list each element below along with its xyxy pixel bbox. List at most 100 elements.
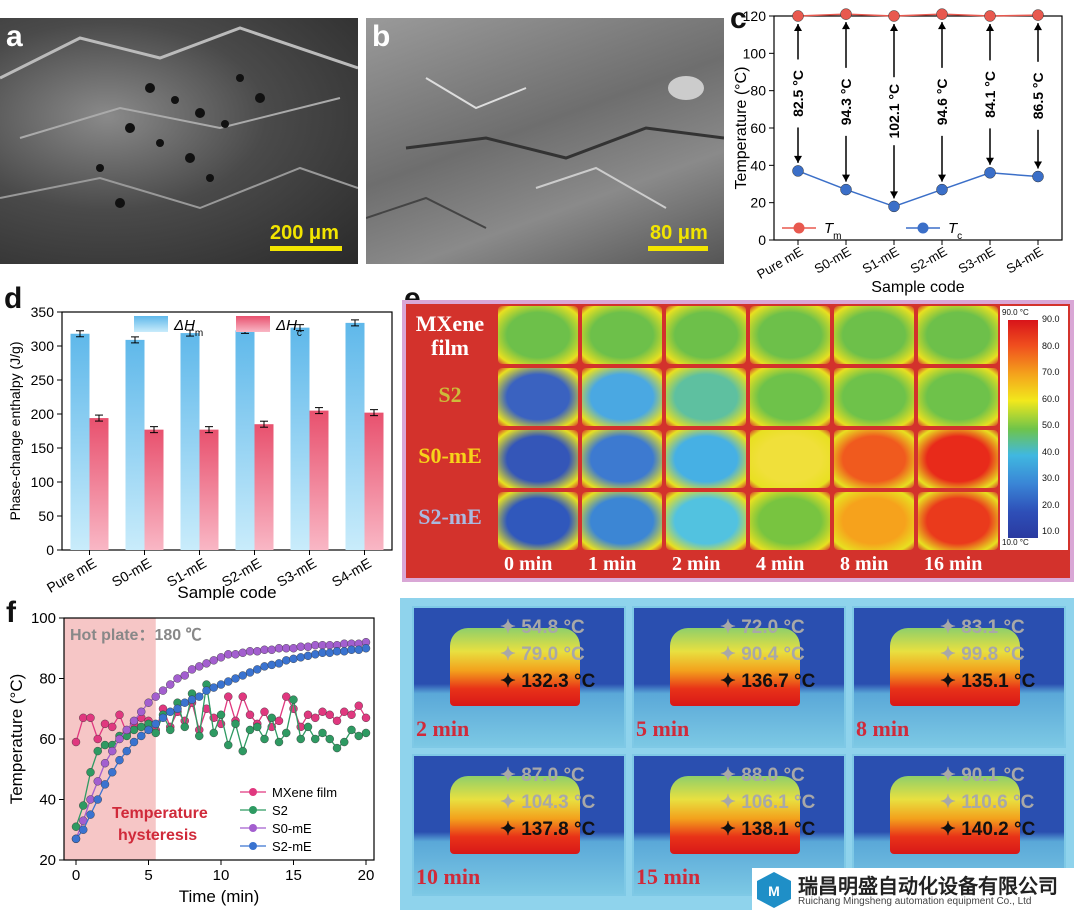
temperature-reading: ✦ 140.2 °C bbox=[940, 819, 1036, 840]
thermal-cell bbox=[918, 368, 998, 426]
data-point bbox=[296, 642, 305, 651]
data-point bbox=[303, 642, 313, 651]
sem-texture-b bbox=[366, 76, 724, 229]
y-axis-label: Phase-change enthalpy (J/g) bbox=[7, 342, 23, 521]
data-point bbox=[100, 719, 110, 729]
thermal-side-cell bbox=[632, 606, 846, 748]
data-point bbox=[93, 746, 102, 756]
data-point bbox=[231, 650, 240, 659]
arrow-head bbox=[842, 22, 850, 30]
colorbar-tick-label: 70.0 bbox=[1042, 367, 1060, 377]
thermal-cell bbox=[666, 368, 746, 426]
thermal-cell bbox=[750, 368, 830, 426]
data-point bbox=[195, 692, 204, 701]
data-point bbox=[253, 665, 262, 674]
data-point bbox=[340, 707, 349, 716]
thermal-cell bbox=[666, 492, 746, 550]
legend-swatch bbox=[134, 316, 168, 332]
data-point bbox=[195, 662, 204, 671]
thermal-time-label: 4 min bbox=[756, 553, 805, 575]
y-tick-label: 250 bbox=[31, 372, 55, 388]
temperature-reading: ✦ 83.1 °C bbox=[940, 617, 1025, 638]
svg-text:M: M bbox=[768, 883, 780, 899]
data-point bbox=[108, 746, 117, 756]
data-point bbox=[253, 647, 262, 656]
temperature-reading: ✦ 79.0 °C bbox=[500, 644, 585, 665]
y-tick-label: 0 bbox=[46, 542, 54, 558]
legend-label: S2 bbox=[272, 803, 288, 818]
colorbar-tick-label: 40.0 bbox=[1042, 446, 1060, 457]
thermal-cell bbox=[918, 492, 998, 550]
data-point bbox=[260, 707, 269, 716]
data-point bbox=[282, 656, 291, 665]
data-point bbox=[361, 728, 371, 738]
data-point bbox=[137, 731, 146, 741]
arrow-head bbox=[890, 191, 898, 199]
bar-ΔHc bbox=[254, 424, 274, 550]
panel-label-f: f bbox=[6, 596, 16, 629]
data-point bbox=[274, 716, 284, 726]
data-point bbox=[289, 644, 298, 653]
delta-annotation: 86.5 °C bbox=[1030, 72, 1046, 119]
delta-annotation: 84.1 °C bbox=[982, 71, 998, 118]
legend-marker bbox=[793, 222, 805, 234]
data-point bbox=[267, 660, 276, 670]
data-point bbox=[303, 722, 313, 732]
data-point bbox=[166, 707, 175, 716]
thermal-side-cell bbox=[852, 606, 1066, 748]
y-axis-label: Temperature (°C) bbox=[733, 67, 750, 190]
data-point bbox=[347, 710, 356, 720]
data-point bbox=[245, 647, 255, 656]
temperature-reading: ✦ 104.3 °C bbox=[500, 792, 596, 813]
data-point bbox=[231, 719, 240, 729]
data-point bbox=[216, 680, 226, 689]
thermal-time-label: 1 min bbox=[588, 553, 637, 575]
panel-label-c: c bbox=[730, 2, 747, 35]
data-point bbox=[129, 716, 139, 726]
thermal-cell bbox=[582, 492, 662, 550]
data-point bbox=[318, 648, 327, 657]
y-tick-label: 100 bbox=[31, 474, 55, 490]
data-point bbox=[224, 740, 233, 750]
annotation-bg bbox=[933, 67, 951, 136]
data-point bbox=[202, 686, 211, 695]
data-point bbox=[1032, 9, 1044, 21]
legend-label-ΔHm: ΔHm bbox=[173, 317, 203, 339]
data-point bbox=[93, 777, 102, 786]
data-point bbox=[137, 722, 146, 732]
x-axis-label: Sample code bbox=[871, 279, 964, 296]
data-point bbox=[318, 641, 327, 650]
data-point bbox=[289, 695, 298, 704]
data-point bbox=[340, 639, 349, 648]
colorbar-tick-label: 80.0 bbox=[1042, 340, 1060, 351]
data-point bbox=[984, 10, 996, 22]
arrow-head bbox=[1034, 23, 1042, 31]
temperature-reading: ✦ 90.1 °C bbox=[940, 765, 1025, 786]
data-point bbox=[79, 801, 88, 810]
data-point bbox=[282, 692, 291, 701]
thermal-cell bbox=[834, 368, 914, 426]
thermal-time-label: 16 min bbox=[924, 553, 983, 575]
scale-bar-b bbox=[648, 246, 708, 251]
scale-label-a: 200 μm bbox=[270, 222, 339, 244]
thermal-row-label-line: S0-mE bbox=[418, 443, 482, 468]
arrow-head bbox=[794, 155, 802, 163]
data-point bbox=[115, 734, 124, 744]
temperature-reading: ✦ 135.1 °C bbox=[940, 671, 1036, 692]
data-point bbox=[224, 650, 233, 659]
data-point bbox=[332, 716, 342, 726]
data-point bbox=[792, 165, 804, 177]
thermal-cell bbox=[834, 430, 914, 488]
colorbar-tick-label: 90.0 bbox=[1042, 314, 1060, 324]
x-tick-label: S3-mE bbox=[274, 555, 319, 590]
delta-annotation: 82.5 °C bbox=[790, 70, 806, 117]
bar-ΔHc bbox=[144, 429, 164, 550]
legend-label: MXene film bbox=[272, 785, 337, 800]
data-point bbox=[289, 654, 298, 664]
scale-label-b: 80 μm bbox=[650, 222, 708, 244]
legend-label: S2-mE bbox=[272, 839, 312, 854]
thermal-row-label-line: S2-mE bbox=[418, 504, 482, 529]
colorbar-tick-label: 50.0 bbox=[1042, 420, 1060, 430]
x-tick-label: 20 bbox=[358, 867, 375, 884]
thermal-cell bbox=[666, 430, 746, 488]
